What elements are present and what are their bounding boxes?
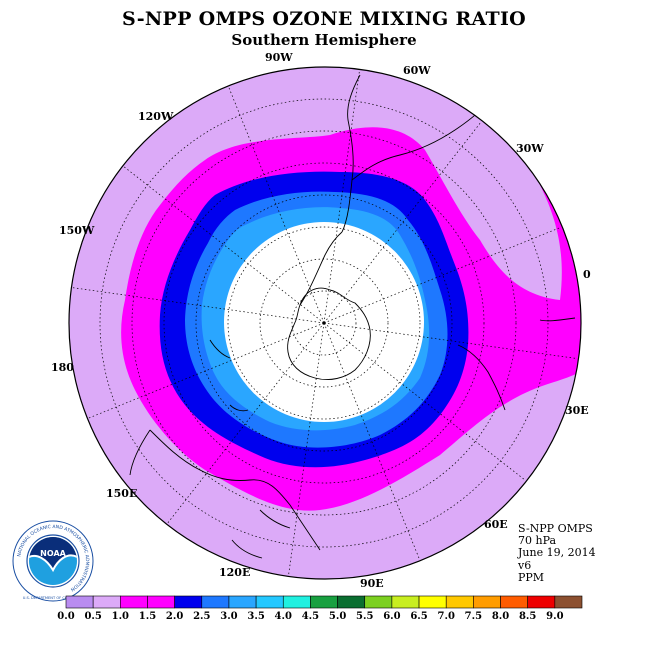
- version-label: v6: [518, 558, 532, 572]
- lon-label-90w: 90W: [265, 51, 293, 64]
- lon-label-30w: 30W: [516, 142, 544, 155]
- info-block: S-NPP OMPS 70 hPa June 19, 2014 v6 PPM: [518, 522, 596, 584]
- lon-label-60w: 60W: [403, 64, 431, 77]
- lon-label-30e: 30E: [565, 404, 589, 417]
- lon-label-120e: 120E: [219, 566, 250, 579]
- meridian-line: [323, 322, 421, 561]
- antarctica-coast: [287, 287, 371, 381]
- lon-label-60e: 60E: [484, 518, 508, 531]
- lon-label-90e: 90E: [360, 577, 384, 590]
- meridian-line: [86, 322, 325, 420]
- lon-label-0: 0: [583, 268, 591, 281]
- meridian-line: [323, 69, 360, 324]
- meridian-line: [166, 322, 325, 525]
- instrument-label: S-NPP OMPS: [518, 522, 593, 535]
- meridian-line: [70, 287, 325, 324]
- lon-label-150e: 150E: [106, 487, 137, 500]
- noaa-logo: NOAA NATIONAL OCEANIC AND ATMOSPHERIC AD…: [12, 520, 94, 602]
- map-subtitle: Southern Hemisphere: [231, 31, 417, 49]
- latitude-grid: [99, 98, 549, 548]
- new-zealand-coast: [209, 339, 231, 359]
- meridian-line: [323, 121, 482, 324]
- islands-coast: [229, 404, 291, 559]
- meridian-line: [288, 322, 325, 577]
- meridian-line: [323, 226, 562, 324]
- lon-label-180: 180: [51, 361, 74, 374]
- logo-bottom-text: U.S. DEPARTMENT OF COMMERCE: [23, 596, 84, 600]
- antarctic-peninsula-coast: [299, 231, 343, 306]
- map-border: [68, 66, 582, 580]
- meridian-grid: [70, 69, 578, 577]
- south-pole-marker: [322, 321, 326, 325]
- lon-label-150w: 150W: [59, 224, 95, 237]
- africa-coast: [457, 317, 576, 411]
- units-label: PPM: [518, 570, 545, 584]
- map-title: S-NPP OMPS OZONE MIXING RATIO: [121, 8, 527, 30]
- meridian-line: [122, 165, 325, 324]
- australia-coast: [129, 429, 321, 551]
- date-label: June 19, 2014: [518, 546, 596, 560]
- lon-label-120w: 120W: [138, 110, 174, 123]
- pressure-level-label: 70 hPa: [518, 534, 557, 548]
- logo-text: NOAA: [40, 549, 66, 558]
- meridian-line: [323, 322, 526, 481]
- meridian-line: [227, 85, 325, 324]
- meridian-line: [323, 322, 578, 359]
- coastlines: [129, 74, 576, 559]
